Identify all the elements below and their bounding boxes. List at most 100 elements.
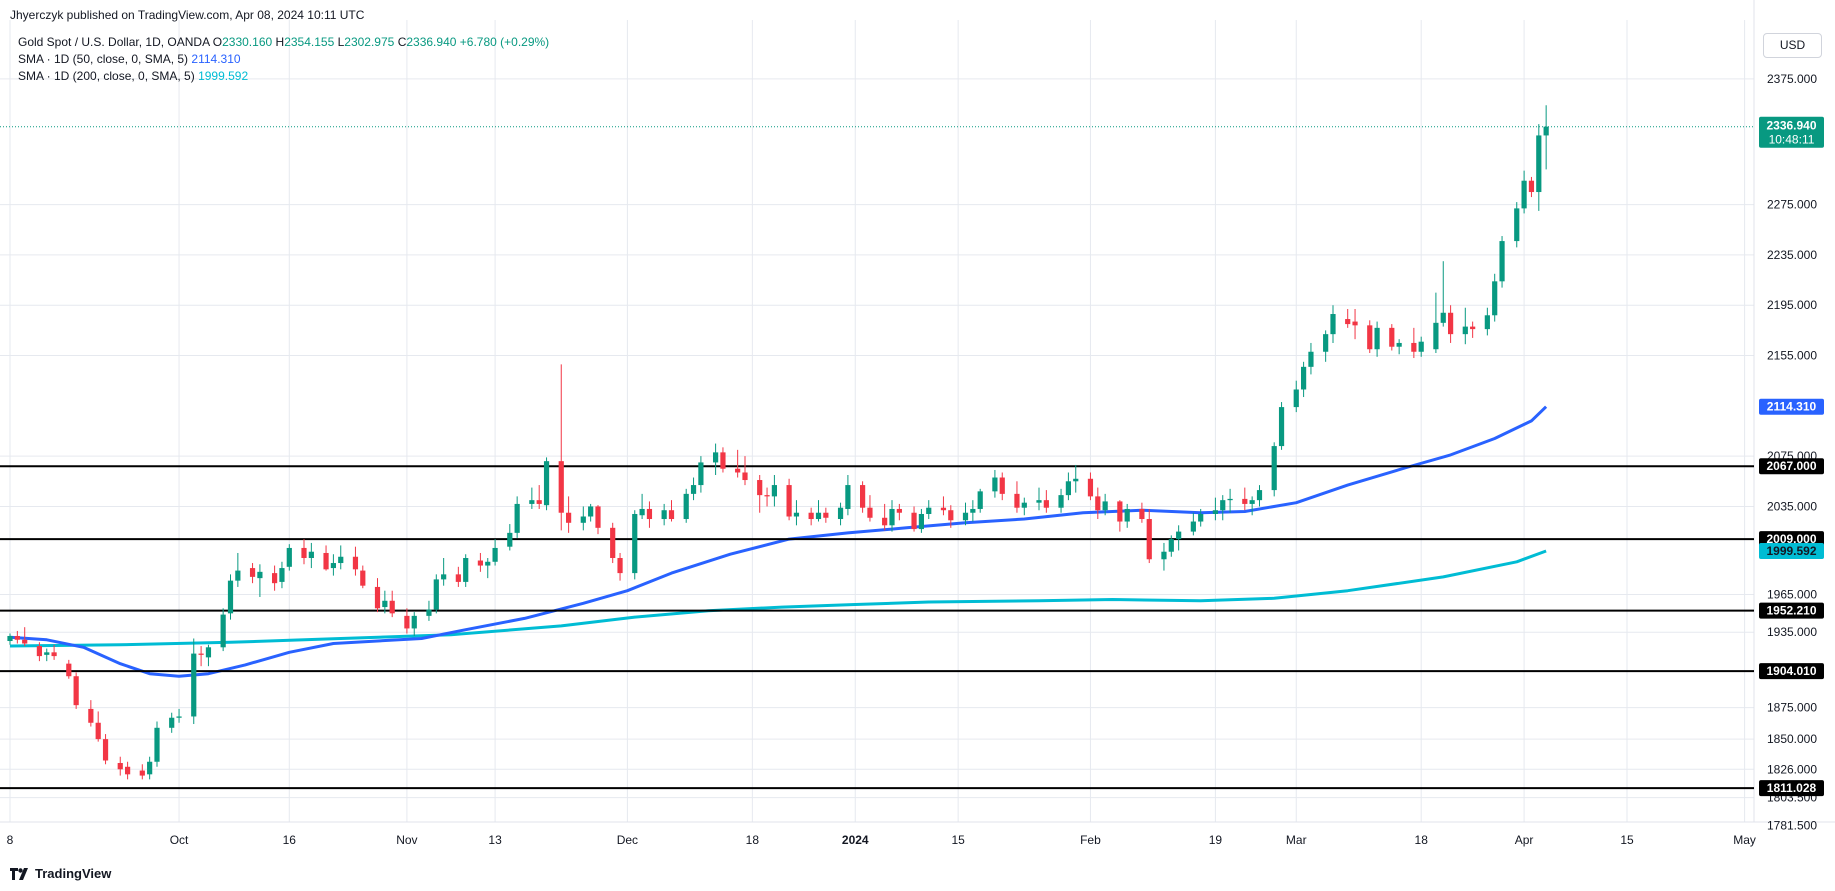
sma200-label[interactable]: SMA · 1D (200, close, 0, SMA, 5) <box>18 69 195 83</box>
time-tick-label: 15 <box>1620 833 1634 847</box>
candle-body-up <box>1396 342 1402 347</box>
candle-body-down <box>360 570 366 586</box>
candle-body-up <box>1220 500 1226 511</box>
candle-body-up <box>426 609 432 616</box>
candle-body-up <box>962 512 969 521</box>
candle-body-down <box>610 527 616 559</box>
candle-body-up <box>1249 500 1255 504</box>
candle-body-down <box>1014 493 1020 508</box>
candle-body-up <box>507 532 513 547</box>
candle-body-up <box>713 452 719 463</box>
open-label: O <box>212 35 223 49</box>
candle-body-up <box>1374 327 1380 350</box>
candle-body-up <box>529 500 535 504</box>
candle-body-up <box>992 477 998 492</box>
sma50-label[interactable]: SMA · 1D (50, close, 0, SMA, 5) <box>18 52 189 66</box>
close-value: 2336.940 <box>406 35 457 49</box>
level-price-tag: 1904.010 <box>1766 664 1816 678</box>
candle-body-down <box>1117 501 1123 522</box>
candle-body-up <box>1418 341 1424 352</box>
candle-body-up <box>308 551 314 559</box>
candle-body-down <box>536 500 542 504</box>
candle-body-up <box>837 507 844 520</box>
low-value: 2302.975 <box>344 35 395 49</box>
sma50-line <box>9 405 1548 678</box>
candle-body-up <box>492 547 498 562</box>
candle-body-down <box>1411 342 1417 352</box>
tradingview-logo[interactable]: TradingView <box>10 866 111 881</box>
candle-body-up <box>441 574 447 580</box>
sma200-layer <box>9 549 1547 648</box>
candle-body-up <box>1168 539 1174 552</box>
candle-body-down <box>249 568 256 577</box>
candle-body-down <box>51 652 57 657</box>
candle-body-down <box>323 552 329 570</box>
candle-body-down <box>646 508 653 520</box>
candle-body-up <box>543 461 550 506</box>
candle-body-up <box>235 570 241 581</box>
candle-body-up <box>411 615 417 629</box>
price-tick-label: 2155.000 <box>1767 349 1817 363</box>
candle-body-down <box>558 461 564 513</box>
candle-body-down <box>95 722 101 740</box>
candle-body-up <box>330 563 336 569</box>
candle-body-down <box>125 766 131 775</box>
time-tick-label: Mar <box>1286 833 1307 847</box>
sma50-layer <box>9 405 1548 678</box>
high-label: H <box>275 35 285 49</box>
candle-body-down <box>198 653 204 655</box>
candle-body-down <box>374 586 381 609</box>
time-tick-label: 15 <box>951 833 965 847</box>
candle-body-up <box>661 510 667 520</box>
candle-body-down <box>88 708 94 723</box>
price-tick-label: 2275.000 <box>1767 198 1817 212</box>
candle-body-up <box>338 556 344 564</box>
chart-grid <box>0 0 1835 823</box>
candle-body-down <box>389 600 395 614</box>
tradingview-logo-icon <box>10 867 28 880</box>
time-tick-label: 2024 <box>842 833 869 847</box>
price-tick-label: 1875.000 <box>1767 701 1817 715</box>
candle-body-down <box>808 512 814 520</box>
sma200-line <box>9 549 1547 648</box>
candle-body-down <box>1043 500 1049 508</box>
candle-body-down <box>22 639 28 644</box>
legend-sma50-row[interactable]: SMA · 1D (50, close, 0, SMA, 5) 2114.310 <box>18 51 549 68</box>
candle-body-down <box>940 507 947 511</box>
candle-body-down <box>272 573 278 584</box>
candle-body-up <box>845 485 851 509</box>
countdown-tag: 10:48:11 <box>1769 133 1815 147</box>
sma200-price-tag: 1999.592 <box>1766 544 1816 558</box>
candles <box>7 105 1549 780</box>
candle-body-up <box>205 647 212 658</box>
candle-body-up <box>690 485 697 494</box>
currency-button[interactable]: USD <box>1763 33 1822 58</box>
price-tick-label: 1965.000 <box>1767 587 1817 601</box>
candle-body-up <box>977 491 983 509</box>
candle-body-up <box>1521 180 1527 209</box>
candle-body-up <box>926 507 932 514</box>
level-price-tag: 2009.000 <box>1766 532 1816 546</box>
candle-body-up <box>1227 498 1233 501</box>
candle-body-up <box>1440 312 1446 323</box>
time-axis: 8 Oct 16 Nov 13 Dec 18 2024 15 Feb 19 Mar 18 Apr 15 May <box>7 833 1756 847</box>
candle-body-down <box>999 477 1005 494</box>
legend-symbol-row[interactable]: Gold Spot / U.S. Dollar, 1D, OANDA O2330… <box>18 34 549 51</box>
candle-body-up <box>1543 126 1549 136</box>
candle-body-up <box>1514 208 1520 242</box>
candle-body-up <box>147 761 153 775</box>
candle-body-down <box>36 646 42 657</box>
instrument-name[interactable]: Gold Spot / U.S. Dollar, 1D, OANDA <box>18 35 210 49</box>
candle-body-up <box>918 513 924 530</box>
sma200-price-tag-box <box>1759 542 1824 559</box>
candle-body-up <box>1198 513 1204 522</box>
candle-body-down <box>404 615 410 629</box>
candle-body-down <box>617 558 623 574</box>
candle-body-up <box>227 580 234 614</box>
time-tick-label: Oct <box>170 833 189 847</box>
candle-body-down <box>1095 496 1101 511</box>
price-tick-label: 2235.000 <box>1767 248 1817 262</box>
candle-body-up <box>1073 478 1079 482</box>
legend-sma200-row[interactable]: SMA · 1D (200, close, 0, SMA, 5) 1999.59… <box>18 68 549 85</box>
